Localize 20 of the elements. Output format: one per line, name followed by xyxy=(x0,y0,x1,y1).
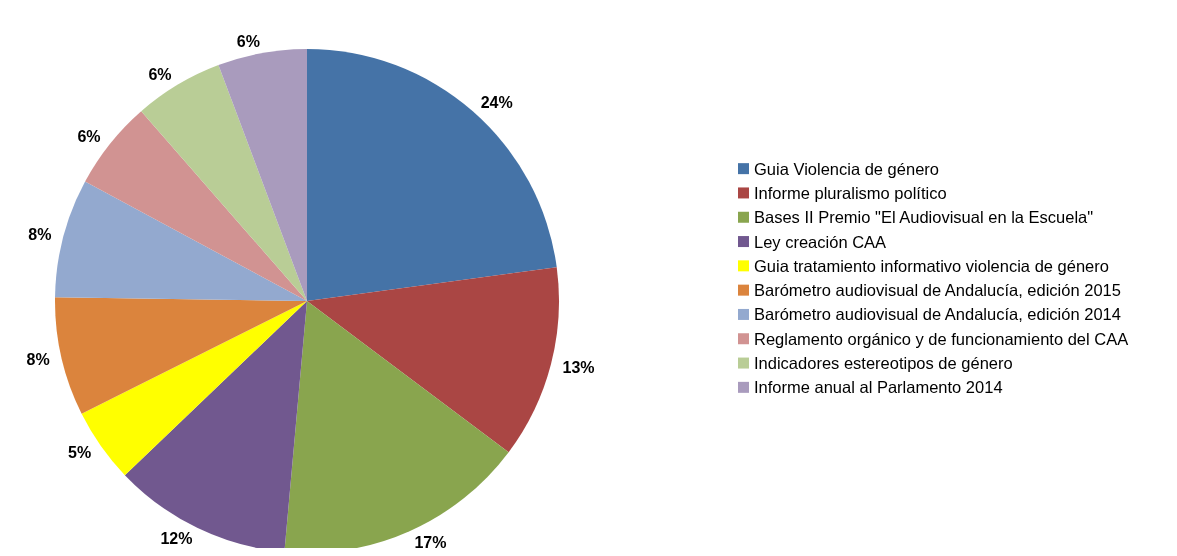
legend-label: Guia tratamiento informativo violencia de género xyxy=(754,256,1109,275)
data-label: 6% xyxy=(77,127,101,145)
data-label: 6% xyxy=(148,65,172,83)
data-label: 5% xyxy=(68,444,92,462)
data-label: 6% xyxy=(236,32,260,50)
legend-label: Barómetro audiovisual de Andalucía, edición 2014 xyxy=(754,305,1121,324)
legend-label: Bases II Premio "El Audiovisual en la Escuela" xyxy=(754,208,1094,227)
data-label: 8% xyxy=(26,351,50,369)
data-label: 17% xyxy=(414,533,447,551)
legend-label: Ley creación CAA xyxy=(754,232,887,251)
data-label: 8% xyxy=(28,226,52,244)
legend-label: Barómetro audiovisual de Andalucía, edición 2015 xyxy=(754,281,1121,300)
legend-label: Indicadores estereotipos de género xyxy=(754,354,1013,373)
data-label: 12% xyxy=(160,530,193,548)
legend-label: Informe pluralismo político xyxy=(754,183,947,202)
legend-label: Guia Violencia de género xyxy=(754,159,939,178)
data-label: 13% xyxy=(562,358,595,376)
legend-label: Reglamento orgánico y de funcionamiento del CAA xyxy=(754,329,1129,348)
legend-label: Informe anual al Parlamento 2014 xyxy=(754,378,1003,397)
data-label: 24% xyxy=(480,93,513,111)
